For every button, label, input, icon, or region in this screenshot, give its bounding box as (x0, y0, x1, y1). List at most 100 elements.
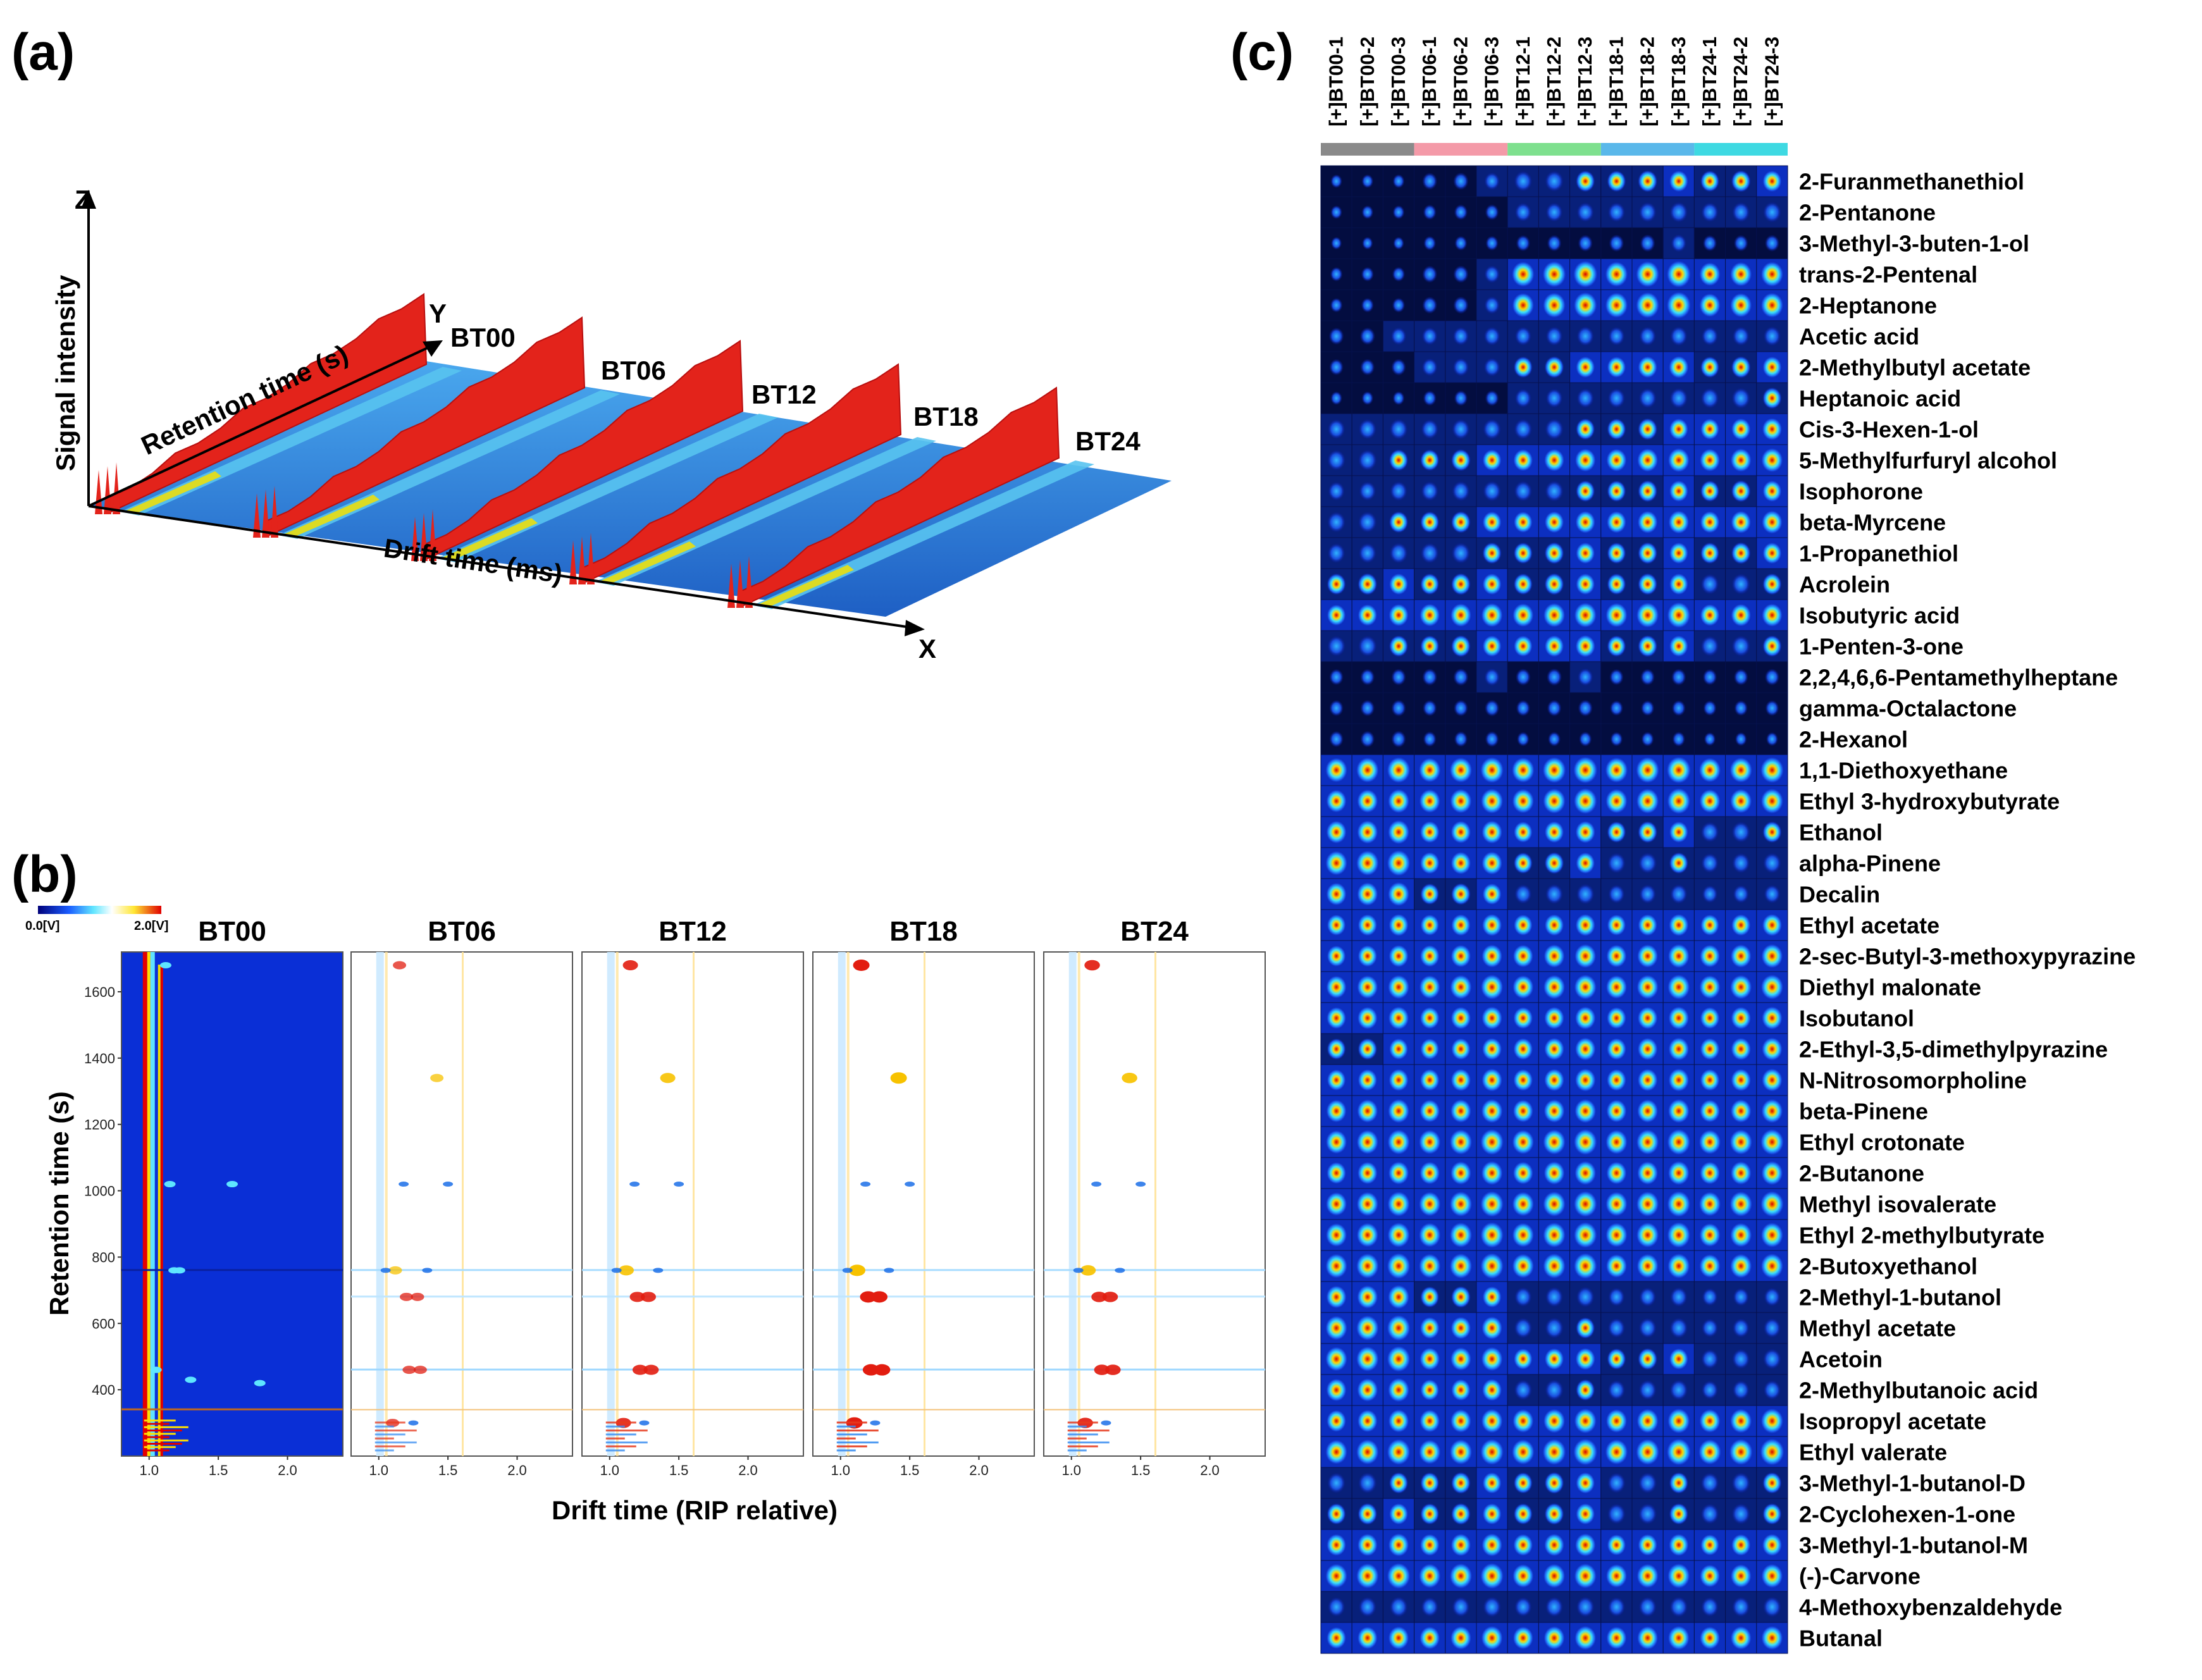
gallery-spot (1355, 849, 1380, 877)
gallery-spot (1669, 1287, 1688, 1307)
gallery-row: Isophorone (1320, 475, 1923, 507)
gallery-spot (1512, 448, 1534, 472)
gallery-spot (1668, 913, 1690, 937)
gallery-row: N-Nitrosomorpholine (1320, 1064, 2027, 1096)
compound-label: Diethyl malonate (1799, 975, 1981, 1001)
gallery-row: Ethyl 3-hydroxybutyrate (1320, 785, 2060, 817)
gallery-spot (1604, 757, 1629, 784)
gallery-spot (1325, 1252, 1349, 1280)
gallery-spot (1330, 266, 1343, 282)
gallery-spot (1327, 1038, 1346, 1060)
gallery-spot (1575, 170, 1595, 192)
compound-label: beta-Myrcene (1799, 510, 1946, 536)
gallery-spot (1700, 1503, 1719, 1525)
gallery-spot (1636, 1098, 1659, 1124)
gallery-spot (1607, 1597, 1626, 1617)
column-label: [+]BT00-1 (1325, 37, 1347, 127)
gallery-spot (1421, 358, 1438, 376)
gallery-spot (1698, 1408, 1721, 1434)
vline (1154, 952, 1156, 1456)
gallery-spot (1480, 1346, 1504, 1372)
gallery-spot (1731, 1349, 1750, 1369)
gallery-spot (1420, 1472, 1440, 1494)
gallery-spot (1731, 635, 1751, 657)
column-label: [+]BT12-2 (1543, 37, 1565, 127)
gallery-spot (1762, 852, 1782, 874)
gallery-spot (1698, 1222, 1721, 1248)
topo-plot-bt18: BT18 1.0 1.5 2.0 (812, 916, 1035, 1478)
gallery-row: 1,1-Diethoxyethane (1320, 754, 2008, 786)
topo-diff-spot-blue (443, 1182, 454, 1187)
gallery-spot (1419, 1068, 1440, 1092)
group-bar-bt00 (1321, 143, 1414, 156)
gallery-row: Butanal (1320, 1622, 1883, 1654)
gallery-spot (1607, 821, 1626, 843)
gallery-spot (1575, 355, 1596, 379)
gallery-spot (1419, 1099, 1441, 1123)
topo-spot (185, 1376, 197, 1383)
topo-title-bt24: BT24 (1120, 916, 1189, 947)
gallery-spot (1513, 852, 1533, 874)
x-tick-label: 1.0 (600, 1462, 619, 1478)
panel-b-letter: (b) (11, 846, 78, 903)
gallery-spot (1605, 1037, 1627, 1061)
gallery-spot (1452, 481, 1470, 502)
gallery-spot (1542, 1221, 1567, 1249)
gallery-spot (1450, 1006, 1472, 1030)
gallery-row: alpha-Pinene (1320, 847, 1941, 879)
sample-label-bt18: BT18 (913, 402, 979, 431)
gallery-spot (1330, 391, 1342, 405)
gallery-spot (1573, 1625, 1597, 1651)
gallery-spot (1638, 852, 1657, 874)
gallery-spot (1607, 1472, 1626, 1494)
gallery-spot (1574, 634, 1596, 658)
compound-label: 3-Methyl-1-butanol-M (1799, 1533, 2028, 1559)
gallery-spot (1325, 1222, 1348, 1248)
ridge-bt18 (569, 363, 936, 586)
topo-diff-spot (1105, 1364, 1121, 1375)
gallery-spot (1359, 481, 1376, 501)
gallery-spot (1450, 944, 1472, 968)
column-label: [+]BT00-2 (1356, 37, 1378, 127)
gallery-spot (1481, 913, 1503, 937)
gallery-spot (1449, 1098, 1473, 1124)
gallery-spot (1479, 1438, 1505, 1466)
gallery-spot (1573, 291, 1598, 319)
gallery-spot (1356, 1409, 1378, 1433)
x-tick-label: 1.0 (831, 1462, 850, 1478)
x-tick-label: 1.0 (369, 1462, 388, 1478)
gallery-spot (1729, 1098, 1752, 1124)
gallery-spot (1572, 1437, 1599, 1467)
gallery-spot (1543, 448, 1566, 472)
gallery-row: 2-Butoxyethanol (1320, 1250, 1977, 1282)
gallery-spot (1637, 170, 1658, 193)
gallery-spot (1325, 1378, 1347, 1402)
gallery-spot (1389, 542, 1408, 564)
y-axis (88, 345, 431, 507)
gallery-spot (1573, 787, 1598, 815)
topo-diff-spot (871, 1291, 888, 1303)
gallery-spot (1514, 1317, 1533, 1339)
gallery-spot (1514, 1287, 1532, 1307)
gallery-spot (1666, 259, 1692, 289)
gallery-spot (1356, 1098, 1379, 1124)
topo-diff-spot-blue (905, 1182, 915, 1187)
gallery-spot (1449, 757, 1473, 784)
gallery-spot (1450, 448, 1471, 472)
gallery-spot (1419, 820, 1440, 844)
gallery-spot (1607, 542, 1626, 564)
gallery-spot (1701, 202, 1719, 223)
gallery-spot (1605, 1563, 1628, 1589)
topo-diff-spot (400, 1292, 413, 1301)
gallery-cell (1693, 1312, 1726, 1344)
gallery-spot (1360, 731, 1375, 748)
gallery-spot (1452, 1597, 1470, 1617)
topo-spot (173, 1267, 185, 1274)
gallery-spot (1638, 202, 1657, 223)
gallery-spot (1325, 975, 1347, 999)
bottom-diff-streak (1067, 1445, 1098, 1448)
gallery-spot (1700, 821, 1719, 843)
gallery-spot (1388, 1068, 1409, 1092)
gallery-spot (1511, 1252, 1535, 1280)
hline-diff-3 (582, 1368, 803, 1371)
